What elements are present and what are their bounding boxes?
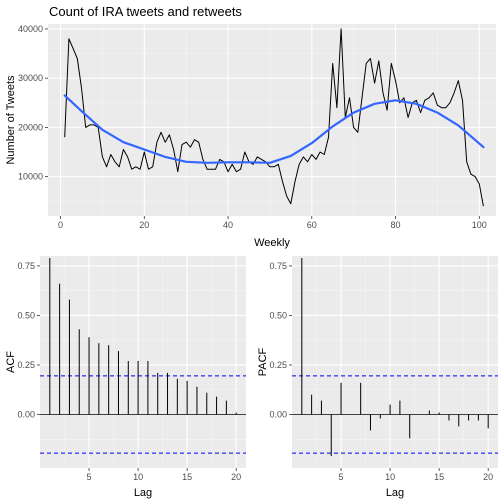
x-tick-label: 100 xyxy=(472,220,487,230)
y-tick-label: 0.25 xyxy=(17,360,35,370)
y-tick-label: 0.75 xyxy=(269,261,287,271)
y-tick-label: 0.25 xyxy=(269,360,287,370)
timeseries-lines xyxy=(63,28,485,207)
x-tick-label: 20 xyxy=(139,220,149,230)
y-tick-label: 0.00 xyxy=(269,410,287,420)
y-tick-label: 0.00 xyxy=(17,410,35,420)
y-tick-label: 0.75 xyxy=(17,261,35,271)
timeseries-ticks: 0 20 40 60 80 100 10000 20000 30000 40000 xyxy=(18,24,487,230)
x-tick-label: 15 xyxy=(182,472,192,482)
acf-marks xyxy=(40,257,246,454)
y-tick-label: 20000 xyxy=(18,122,43,132)
timeseries-chart: Count of IRA tweets and retweets 0 20 40 60… xyxy=(5,4,496,249)
x-tick-label: 5 xyxy=(87,472,92,482)
pacf-chart: 5 10 15 20 0.00 0.25 0.50 0.75 Lag PACF xyxy=(257,256,498,499)
y-tick-label: 10000 xyxy=(18,172,43,182)
pacf-panel xyxy=(292,256,498,468)
x-tick-label: 10 xyxy=(133,472,143,482)
x-tick-label: 60 xyxy=(307,220,317,230)
acf-x-axis-title: Lag xyxy=(134,487,152,499)
x-tick-label: 5 xyxy=(339,472,344,482)
chart-title: Count of IRA tweets and retweets xyxy=(49,4,242,19)
acf-panel xyxy=(40,256,246,468)
x-tick-label: 80 xyxy=(391,220,401,230)
x-axis-title: Weekly xyxy=(254,237,290,249)
acf-y-axis-title: ACF xyxy=(5,351,17,373)
pacf-marks xyxy=(292,257,498,457)
x-tick-label: 40 xyxy=(223,220,233,230)
series-line-smooth xyxy=(63,94,485,164)
pacf-ticks: 5 10 15 20 0.00 0.25 0.50 0.75 xyxy=(269,261,493,482)
pacf-x-axis-title: Lag xyxy=(386,487,404,499)
x-tick-label: 0 xyxy=(58,220,63,230)
y-axis-title: Number of Tweets xyxy=(5,75,17,165)
y-tick-label: 0.50 xyxy=(17,310,35,320)
x-tick-label: 10 xyxy=(385,472,395,482)
pacf-y-axis-title: PACF xyxy=(257,347,269,376)
acf-chart: 5 10 15 20 0.00 0.25 0.50 0.75 Lag ACF xyxy=(5,256,246,499)
series-line-tweets xyxy=(64,28,484,207)
timeseries-grid xyxy=(48,24,496,216)
y-tick-label: 30000 xyxy=(18,73,43,83)
x-tick-label: 20 xyxy=(231,472,241,482)
acf-ticks: 5 10 15 20 0.00 0.25 0.50 0.75 xyxy=(17,261,241,482)
y-tick-label: 0.50 xyxy=(269,310,287,320)
x-tick-label: 15 xyxy=(434,472,444,482)
y-tick-label: 40000 xyxy=(18,24,43,34)
timeseries-panel xyxy=(48,24,496,216)
x-tick-label: 20 xyxy=(483,472,493,482)
